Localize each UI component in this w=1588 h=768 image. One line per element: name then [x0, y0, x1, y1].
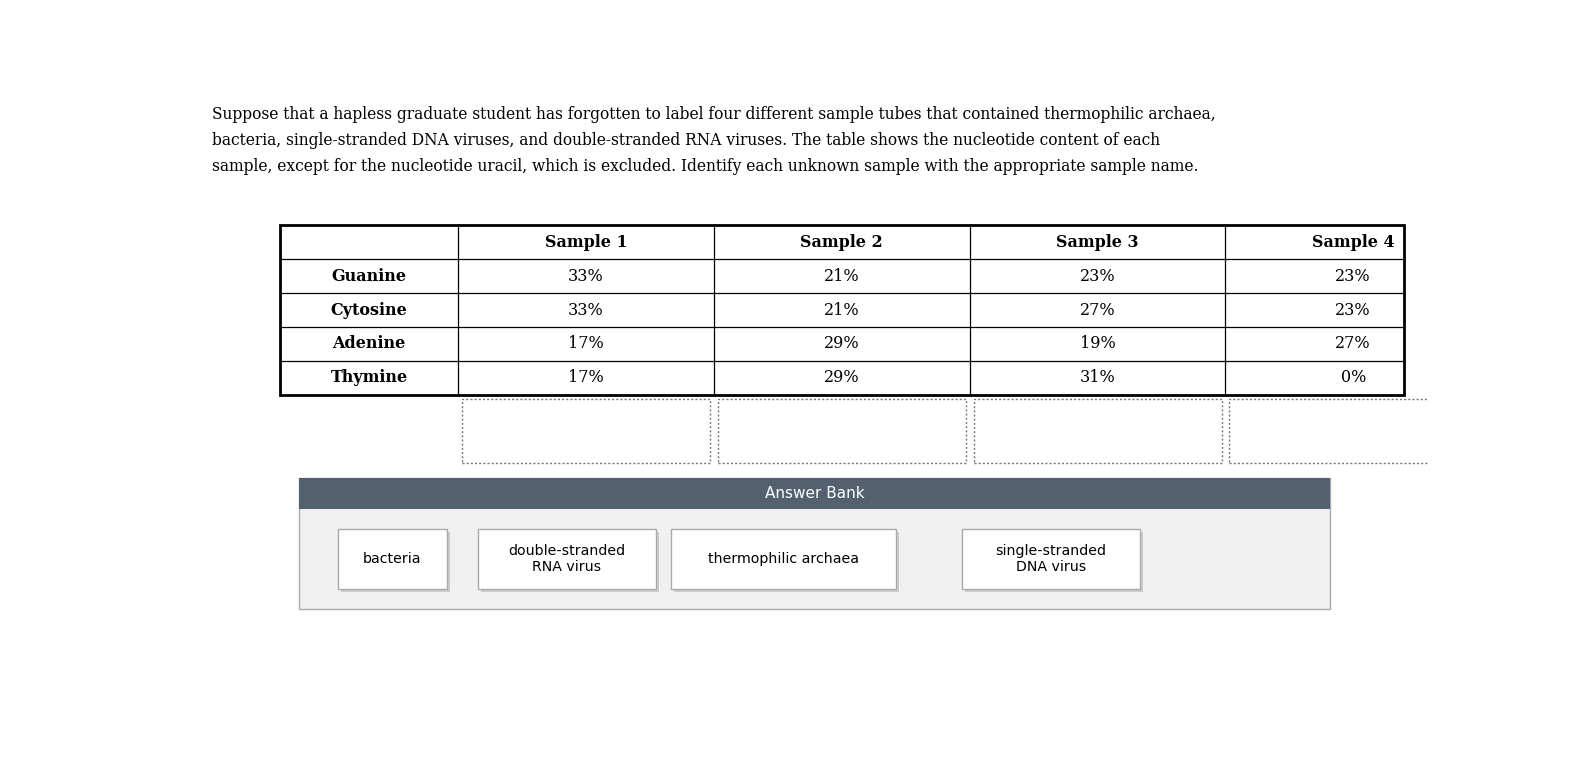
FancyBboxPatch shape	[675, 531, 899, 592]
FancyBboxPatch shape	[966, 531, 1143, 592]
Text: 17%: 17%	[569, 336, 603, 353]
Bar	[299, 478, 1331, 609]
Bar	[1229, 399, 1477, 462]
Text: 0%: 0%	[1340, 369, 1366, 386]
Text: sample, except for the nucleotide uracil, which is excluded. Identify each unkno: sample, except for the nucleotide uracil…	[213, 158, 1199, 175]
Text: Cytosine: Cytosine	[330, 302, 408, 319]
Text: 31%: 31%	[1080, 369, 1115, 386]
Text: Thymine: Thymine	[330, 369, 408, 386]
Text: double-stranded
RNA virus: double-stranded RNA virus	[508, 544, 626, 574]
Bar	[973, 399, 1221, 462]
Text: 33%: 33%	[569, 302, 603, 319]
Text: Sample 1: Sample 1	[545, 233, 627, 251]
Text: Sample 2: Sample 2	[800, 233, 883, 251]
Text: 21%: 21%	[824, 268, 859, 285]
FancyBboxPatch shape	[341, 531, 449, 592]
FancyBboxPatch shape	[478, 528, 656, 589]
Bar	[718, 399, 966, 462]
FancyBboxPatch shape	[962, 528, 1140, 589]
Bar	[279, 225, 1404, 395]
Text: 19%: 19%	[1080, 336, 1115, 353]
Text: Sample 4: Sample 4	[1312, 233, 1394, 251]
Text: 17%: 17%	[569, 369, 603, 386]
Text: 29%: 29%	[824, 369, 859, 386]
Text: bacteria: bacteria	[364, 551, 421, 566]
Text: 23%: 23%	[1080, 268, 1115, 285]
FancyBboxPatch shape	[672, 528, 896, 589]
Text: 23%: 23%	[1336, 302, 1370, 319]
Text: Guanine: Guanine	[332, 268, 407, 285]
Text: 33%: 33%	[569, 268, 603, 285]
Text: bacteria, single-stranded DNA viruses, and double-stranded RNA viruses. The tabl: bacteria, single-stranded DNA viruses, a…	[213, 132, 1161, 149]
Text: 21%: 21%	[824, 302, 859, 319]
FancyBboxPatch shape	[338, 528, 446, 589]
Text: Suppose that a hapless graduate student has forgotten to label four different sa: Suppose that a hapless graduate student …	[213, 106, 1216, 123]
Text: thermophilic archaea: thermophilic archaea	[708, 551, 859, 566]
Text: 27%: 27%	[1336, 336, 1370, 353]
Text: 29%: 29%	[824, 336, 859, 353]
Text: Sample 3: Sample 3	[1056, 233, 1139, 251]
Text: 23%: 23%	[1336, 268, 1370, 285]
FancyBboxPatch shape	[481, 531, 659, 592]
Bar	[462, 399, 710, 462]
Bar	[299, 478, 1331, 508]
Text: Adenine: Adenine	[332, 336, 405, 353]
Text: Answer Bank: Answer Bank	[765, 486, 864, 501]
Text: 27%: 27%	[1080, 302, 1115, 319]
Text: single-stranded
DNA virus: single-stranded DNA virus	[996, 544, 1107, 574]
